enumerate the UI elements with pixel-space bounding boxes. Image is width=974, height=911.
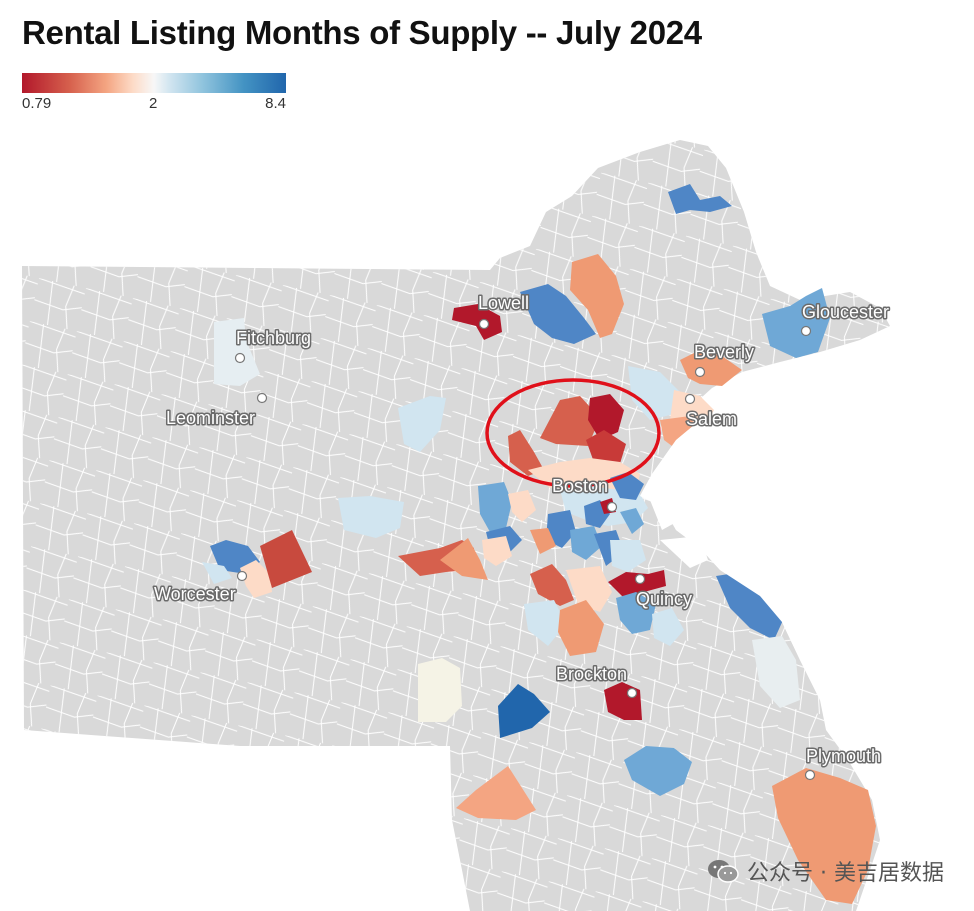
region-bridgewater [624,746,692,796]
city-label-worcester: Worcester [154,584,236,604]
region-canton-lt [566,566,612,612]
legend-max-label: 8.4 [265,95,286,112]
city-labels: Lowell Fitchburg Leominster Gloucester B… [153,292,891,768]
region-lowell-south [520,284,596,344]
city-dot-salem [684,393,696,405]
city-label-beverly: Beverly [694,342,754,362]
region-stoughton [558,600,604,656]
region-west-boston-3 [508,490,536,522]
region-scituate [752,636,800,708]
color-legend: 0.79 2 8.4 [22,73,286,112]
region-lowell [452,304,502,340]
region-plymouth [772,768,876,904]
city-label-gloucester: Gloucester [802,302,889,322]
city-label-brockton: Brockton [556,664,627,684]
ocean-area [640,360,974,760]
city-dot-plymouth [804,769,816,781]
city-dot-fitchburg [234,352,246,364]
watermark-text: 公众号 · 美吉居数据 [747,861,944,886]
city-label-salem: Salem [686,409,737,429]
region-boston-o1 [530,528,556,554]
region-framingham-2 [440,538,488,580]
city-label-leominster: Leominster [166,408,255,428]
region-gloucester [762,288,830,358]
legend-mid-label: 2 [149,95,158,112]
region-dedham [530,564,574,606]
city-dot-beverly [694,366,706,378]
region-franklin [418,658,462,722]
region-west-boston [478,482,512,532]
region-weston [338,496,404,538]
map-title: Rental Listing Months of Supply -- July … [22,14,702,51]
region-shrewsbury [260,530,312,588]
region-north-coast [668,184,732,214]
region-beverly [680,350,742,386]
city-dot-worcester [236,570,248,582]
region-circled-2 [588,394,624,440]
city-markers [234,318,816,781]
highlight-ellipse [485,378,661,488]
city-dot-brockton [626,687,638,699]
region-boston-b5 [570,526,602,560]
region-natick [482,536,512,566]
region-weymouth [652,608,684,646]
region-boston-b3 [620,508,644,534]
city-label-lowell: Lowell [478,293,529,313]
region-lynnfield [628,366,680,420]
region-bridgewater-w [498,684,550,738]
municipality-regions [202,184,876,904]
watermark: 公众号 · 美吉居数据 [707,855,944,887]
wechat-icon [708,860,739,883]
region-sharon [524,600,566,646]
legend-gradient-bar [22,73,286,93]
city-dot-quincy [634,573,646,585]
city-label-plymouth: Plymouth [806,746,881,766]
region-hingham [716,572,784,640]
region-milton [616,592,656,634]
city-label-boston: Boston [552,476,608,496]
legend-min-label: 0.79 [22,95,52,112]
city-dot-gloucester [800,325,812,337]
region-boston-lb [610,540,646,572]
region-worcester-c [202,562,232,584]
region-worcester [240,560,272,598]
region-attleboro [456,766,536,820]
region-circled-4 [508,430,544,476]
city-dot-leominster [256,392,268,404]
region-quincy [608,570,666,600]
city-dot-lowell [478,318,490,330]
region-boston-b4 [546,510,576,548]
city-label-quincy: Quincy [636,589,692,609]
region-east-lowell [570,254,624,338]
region-burlington [398,396,446,452]
city-dot-boston [606,501,618,513]
region-circled-1 [540,396,600,446]
region-fitchburg [214,318,260,386]
city-label-fitchburg: Fitchburg [236,328,311,348]
